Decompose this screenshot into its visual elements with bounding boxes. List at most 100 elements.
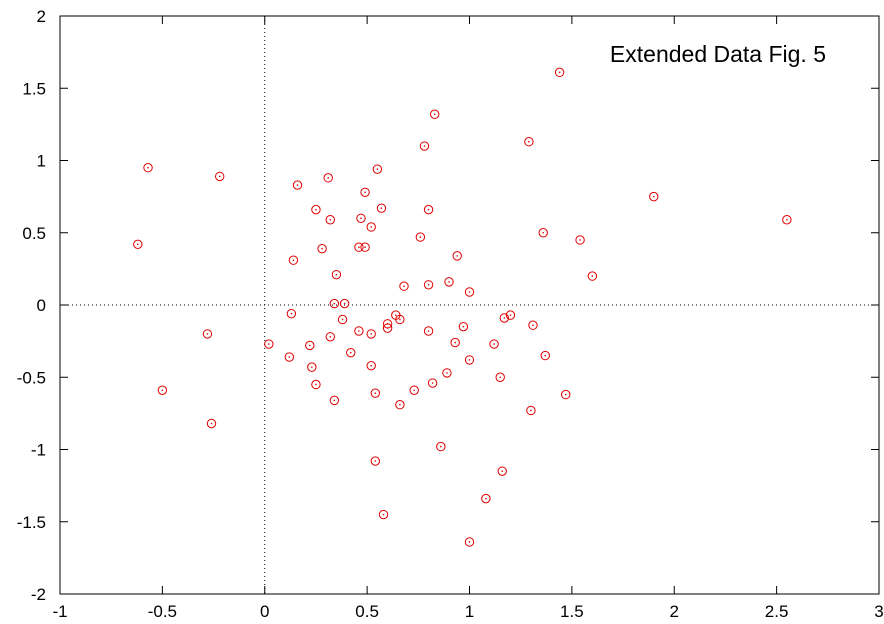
data-point-marker: [143, 163, 153, 173]
data-point: [339, 298, 350, 309]
data-point-marker: [649, 191, 659, 202]
data-point: [325, 332, 335, 342]
data-point-center: [454, 341, 456, 344]
data-point-marker: [442, 368, 452, 378]
data-point-marker: [292, 180, 303, 190]
data-point-center: [333, 399, 336, 402]
data-point-center: [358, 330, 360, 332]
data-point-marker: [311, 379, 321, 390]
data-point: [286, 308, 297, 319]
data-point-center: [468, 541, 471, 543]
data-point-marker: [395, 314, 405, 325]
data-point: [202, 329, 213, 339]
data-point-center: [370, 226, 373, 228]
data-point-center: [268, 343, 270, 345]
data-point-marker: [354, 242, 364, 252]
data-point-marker: [337, 314, 348, 325]
data-point-marker: [202, 329, 213, 339]
data-point-center: [147, 166, 149, 169]
data-point: [354, 326, 364, 336]
data-point-marker: [329, 298, 340, 309]
data-point: [311, 204, 321, 215]
data-point-center: [532, 324, 534, 327]
data-point-marker: [489, 339, 499, 349]
data-point-center: [468, 291, 471, 293]
data-point: [305, 340, 315, 351]
data-point-marker: [409, 385, 419, 395]
data-point-marker: [423, 280, 434, 290]
data-point: [526, 405, 536, 416]
data-point-marker: [286, 308, 297, 319]
data-point-center: [509, 314, 512, 316]
data-point: [464, 537, 475, 547]
tick-labels: -1 -0.5 0 0.5 1 1.5 2 2.5 3 -2 -1.5 -1 -0.5 0 0.5 1 1.5 2: [17, 7, 884, 621]
data-point: [157, 385, 168, 395]
data-point-center: [501, 470, 504, 472]
data-point-marker: [419, 141, 430, 151]
data-point: [561, 389, 571, 400]
data-point-marker: [464, 287, 475, 297]
data-point: [311, 379, 321, 390]
data-point: [423, 204, 434, 215]
x-tick-label: 0.5: [355, 602, 379, 621]
data-point-center: [308, 344, 311, 347]
data-point-marker: [782, 215, 792, 225]
data-point: [331, 269, 342, 280]
data-point: [370, 456, 381, 466]
data-point-marker: [444, 277, 454, 287]
data-point: [464, 355, 475, 365]
data-point-center: [427, 330, 430, 332]
data-point-center: [427, 208, 430, 211]
data-point-center: [364, 246, 366, 248]
data-point-marker: [307, 362, 317, 372]
data-point-marker: [450, 337, 460, 348]
data-point: [337, 314, 348, 325]
data-point: [495, 372, 505, 382]
data-point: [370, 388, 381, 398]
data-point: [382, 323, 393, 333]
data-point-center: [382, 513, 385, 516]
data-point-center: [360, 217, 362, 220]
data-point-center: [329, 335, 332, 338]
data-point-marker: [587, 271, 598, 281]
data-point-marker: [481, 493, 491, 504]
data-point-marker: [331, 269, 342, 280]
y-tick-label: -1: [31, 441, 46, 460]
data-point-center: [423, 145, 426, 147]
data-point-marker: [284, 352, 295, 362]
data-point-center: [218, 175, 221, 178]
data-point-center: [503, 317, 506, 319]
data-point-center: [321, 247, 323, 250]
data-point-marker: [399, 281, 409, 291]
data-point: [409, 385, 419, 395]
data-point-center: [786, 218, 788, 221]
data-point-marker: [305, 340, 315, 351]
data-point: [376, 203, 387, 213]
data-point-marker: [464, 355, 475, 365]
data-point-marker: [382, 323, 393, 333]
data-point-marker: [538, 228, 548, 238]
data-point-marker: [540, 350, 550, 361]
data-point: [450, 337, 460, 348]
data-point-center: [394, 314, 397, 316]
data-point-marker: [427, 378, 438, 388]
data-point-center: [333, 302, 336, 305]
data-point-center: [427, 283, 430, 286]
data-point: [329, 395, 340, 406]
data-point-marker: [366, 360, 376, 371]
data-point: [423, 326, 434, 336]
data-point: [429, 109, 440, 119]
data-point-center: [329, 218, 332, 221]
data-point-center: [652, 195, 655, 198]
data-point-marker: [329, 395, 340, 406]
data-point-marker: [524, 137, 534, 147]
y-tick-label: -1.5: [17, 513, 46, 532]
data-point: [366, 360, 376, 371]
data-point: [575, 235, 585, 245]
data-point: [346, 347, 356, 358]
data-point: [307, 362, 317, 372]
data-point-marker: [366, 329, 376, 339]
data-point: [587, 271, 598, 281]
data-point: [489, 339, 499, 349]
